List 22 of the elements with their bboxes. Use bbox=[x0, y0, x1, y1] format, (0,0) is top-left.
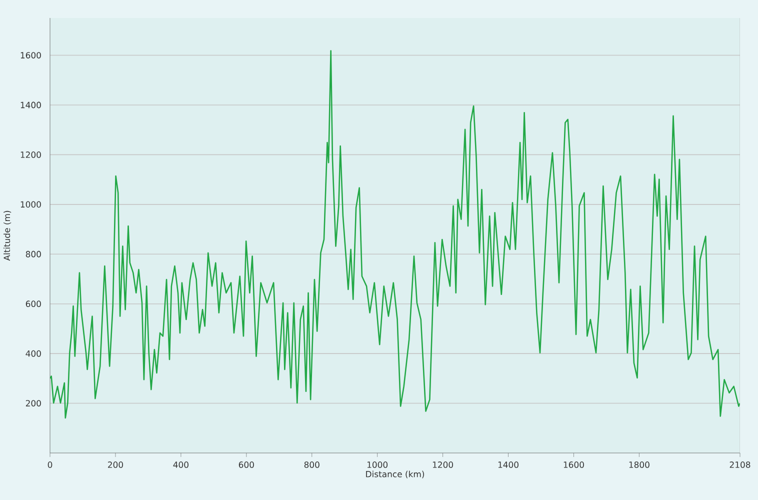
y-axis-title: Altitude (m) bbox=[4, 210, 12, 261]
x-tick-label: 1200 bbox=[432, 462, 454, 468]
x-tick-label: 600 bbox=[238, 462, 254, 468]
x-tick-label: 1600 bbox=[564, 462, 584, 468]
y-tick-label: 1000 bbox=[20, 201, 41, 208]
x-tick-label: 1800 bbox=[629, 462, 650, 468]
x-tick-label: 200 bbox=[108, 462, 123, 468]
y-tick-label: 400 bbox=[26, 350, 41, 357]
y-tick-label: 1400 bbox=[20, 102, 41, 108]
x-tick-label: 800 bbox=[304, 462, 320, 468]
y-tick-label: 1600 bbox=[20, 52, 41, 58]
y-tick-label: 600 bbox=[26, 300, 41, 308]
x-axis-title: Distance (km) bbox=[366, 470, 424, 478]
x-tick-label: 0 bbox=[48, 462, 52, 468]
y-tick-label: 800 bbox=[26, 250, 41, 258]
y-tick-label: 1200 bbox=[20, 152, 41, 158]
y-tick-label: 200 bbox=[26, 400, 41, 406]
x-tick-label: 400 bbox=[173, 462, 188, 468]
x-tick-label: 1000 bbox=[367, 462, 388, 468]
x-tick-label: 1400 bbox=[498, 462, 518, 468]
x-tick-label: 2108 bbox=[730, 462, 750, 468]
line-series bbox=[50, 50, 740, 419]
